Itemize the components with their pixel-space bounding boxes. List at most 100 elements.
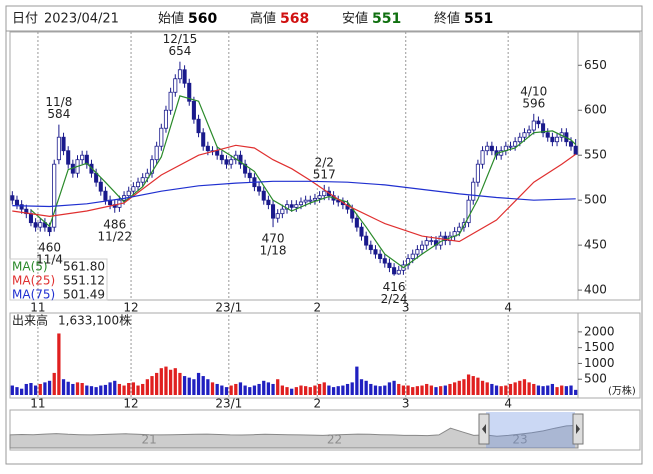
volume-bar (425, 383, 429, 395)
high-date: 2/2 (315, 155, 334, 169)
candle-body (471, 181, 476, 201)
high-value: 596 (522, 96, 545, 110)
volume-bar (178, 372, 182, 395)
candle-body (527, 129, 532, 134)
candle-body (364, 235, 369, 246)
volume-bar (564, 386, 568, 395)
header-label: 始値 (158, 11, 184, 27)
volume-bar (350, 382, 354, 395)
volume-bar (122, 385, 126, 395)
x-tick-label: 3 (402, 397, 410, 411)
candle-body (573, 145, 578, 155)
volume-bar (541, 386, 545, 395)
volume-bar (33, 385, 38, 395)
candle-body (541, 123, 546, 134)
x-tick-label: 23/1 (215, 301, 242, 315)
high-value: 584 (47, 107, 70, 121)
x-tick-label: 11 (30, 301, 45, 315)
volume-bar (29, 383, 33, 395)
candle-body (415, 249, 420, 255)
high-value: 654 (168, 44, 191, 58)
candle-body (303, 199, 308, 203)
y-tick-label: 2000 (584, 324, 615, 338)
volume-bar (215, 383, 219, 395)
candle-body (145, 172, 150, 179)
volume-bar (99, 385, 103, 395)
volume-bar (415, 386, 420, 395)
volume-bar (113, 380, 117, 395)
candle-body (98, 181, 103, 192)
low-date: 11/22 (97, 229, 132, 243)
volume-bar (508, 383, 513, 395)
low-value: 470 (262, 232, 285, 246)
header-value: 551 (464, 11, 493, 27)
candle-body (33, 222, 38, 228)
volume-bar (243, 385, 247, 395)
y-tick-label: 500 (584, 372, 607, 386)
volume-bar (238, 382, 243, 395)
volume-bar (387, 382, 392, 395)
candle-body (424, 240, 429, 246)
candle-body (149, 159, 155, 174)
candle-body (163, 109, 168, 129)
y-tick-label: 650 (584, 58, 607, 72)
candle-body (126, 190, 131, 197)
candle-body (182, 69, 187, 84)
y-tick-label: 550 (584, 148, 607, 162)
y-tick-label: 450 (584, 238, 607, 252)
volume-bar (117, 383, 122, 395)
volume-bar (471, 376, 475, 395)
volume-bar (108, 382, 112, 395)
header-value: 568 (280, 11, 309, 27)
volume-bar (150, 376, 154, 395)
header-label: 終値 (434, 11, 460, 27)
moving-average (30, 95, 577, 269)
header-items: 始値 560 高値 568 安値 551 終値 551 (158, 11, 493, 28)
volume-bar (327, 385, 331, 395)
volume-bar (290, 388, 294, 395)
volume-bar (252, 385, 257, 395)
candle-body (61, 136, 66, 152)
volume-bar (47, 380, 52, 395)
handle-arrow (482, 424, 486, 434)
volume-bar (569, 385, 573, 395)
volume-bar (89, 386, 94, 395)
candle-body (261, 190, 266, 201)
candle-body (359, 226, 364, 237)
x-tick-label: 12 (123, 397, 138, 411)
volume-bar (457, 380, 461, 395)
candle-body (545, 132, 550, 138)
candle-body (14, 199, 20, 206)
volume-bar (369, 383, 373, 395)
candle-body (205, 145, 210, 152)
volume-bar (546, 385, 550, 395)
candle-body (159, 127, 164, 147)
volume-bar (24, 383, 28, 395)
candle-body (513, 141, 518, 147)
volume-bar (43, 382, 47, 395)
candle-body (443, 235, 448, 242)
volume-bar (406, 385, 410, 395)
candle-body (219, 154, 224, 161)
candle-body (392, 267, 397, 275)
volume-bar (206, 379, 210, 395)
volume-bar (476, 377, 480, 395)
price-panel (9, 31, 641, 301)
volume-bar (420, 385, 424, 395)
volume-bar (574, 389, 578, 395)
low-date: 1/18 (260, 244, 287, 258)
candle-body (66, 150, 71, 165)
candle-body (56, 136, 61, 161)
x-tick-label: 23/1 (215, 397, 242, 411)
x-tick-label: 12 (123, 301, 138, 315)
volume-bar (331, 387, 336, 395)
volume-bar (159, 368, 163, 395)
candle-body (257, 186, 262, 192)
high-date: 12/15 (163, 32, 198, 46)
volume-bar (364, 380, 368, 395)
navigator-selection[interactable] (486, 412, 575, 448)
candle-body (80, 154, 85, 161)
low-value: 460 (38, 241, 61, 255)
legend-name: MA(5) (12, 260, 48, 274)
